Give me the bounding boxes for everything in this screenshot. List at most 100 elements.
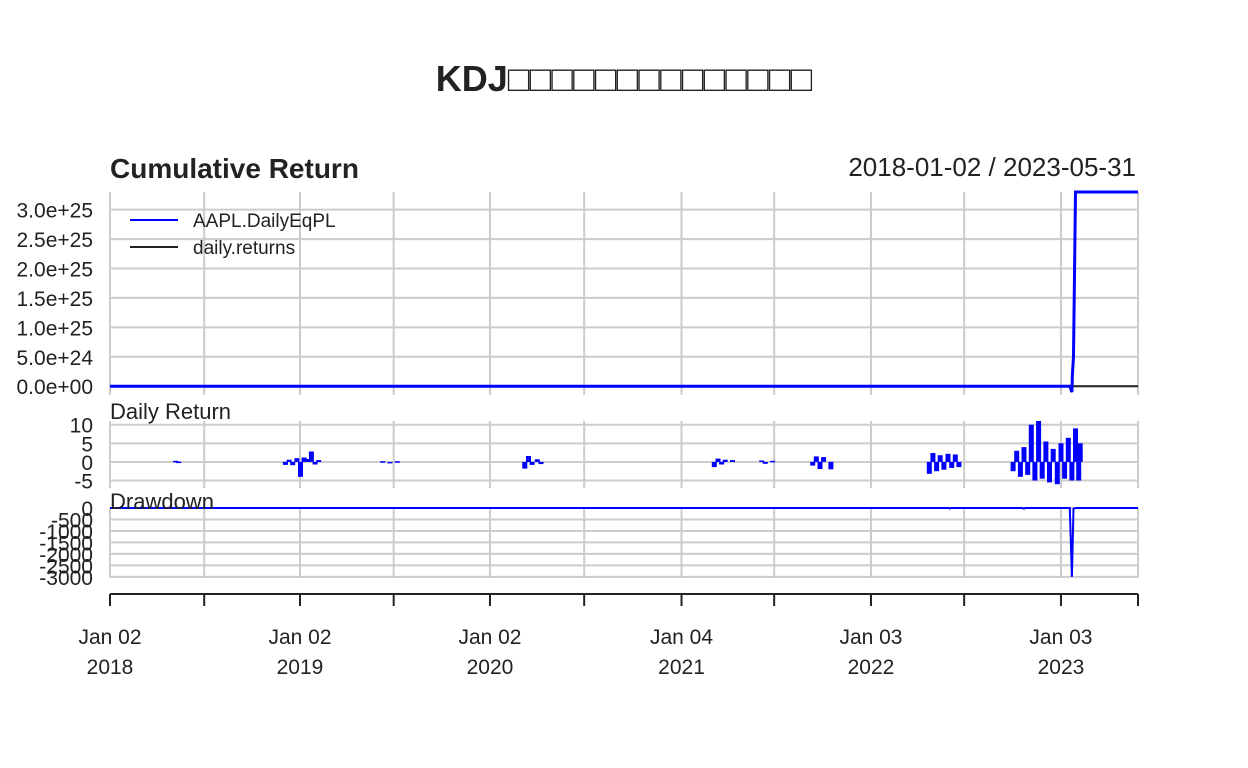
daily-return-bar xyxy=(286,459,292,462)
daily-return-bar xyxy=(534,459,540,462)
x-tick-year-label: 2021 xyxy=(658,656,705,679)
daily-return-bar xyxy=(1032,461,1038,481)
daily-return-bar xyxy=(952,454,958,462)
daily-return-bar xyxy=(821,457,827,462)
dd-y-tick-label: -2500 xyxy=(39,555,93,578)
daily-return-bar xyxy=(312,461,318,465)
cum-y-tick-label: 0.0e+00 xyxy=(17,376,94,399)
daily-return-bar xyxy=(817,461,823,469)
daily-return-bar xyxy=(394,461,400,463)
daily-return-bar xyxy=(828,461,834,470)
daily-return-bar xyxy=(176,461,182,464)
cum-y-tick-label: 2.0e+25 xyxy=(17,258,94,281)
daily-return-bar xyxy=(1047,461,1052,483)
dd-y-tick-label: -2000 xyxy=(39,544,93,567)
dr-y-tick-label: 0 xyxy=(81,452,93,475)
daily-return-bar xyxy=(1021,447,1027,462)
dr-y-tick-label: 10 xyxy=(70,415,93,438)
legend-label-daily-returns: daily.returns xyxy=(193,238,295,259)
daily-return-bar xyxy=(1069,461,1075,481)
x-tick-year-label: 2023 xyxy=(1038,656,1085,679)
daily-return-bar xyxy=(1077,443,1083,462)
daily-return-bar xyxy=(956,461,962,468)
x-tick-label: Jan 02 xyxy=(268,626,331,649)
x-tick-label: Jan 04 xyxy=(650,626,713,649)
daily-return-bar xyxy=(762,461,768,464)
daily-return-bar xyxy=(529,461,535,465)
daily-return-bar xyxy=(945,453,951,462)
dd-y-tick-label: 0 xyxy=(81,498,93,521)
daily-return-bar xyxy=(1043,441,1049,462)
drawdown-y-ticks: 0-500-1000-1500-2000-2500-3000 xyxy=(39,498,93,590)
cumulative-panel-title: Cumulative Return xyxy=(110,153,359,184)
chart-title: KDJ□□□□□□□□□□□□□□ xyxy=(436,58,813,99)
daily-return-bar xyxy=(282,461,288,465)
daily-return-bar xyxy=(711,461,717,468)
daily-return-panel-title: Daily Return xyxy=(110,399,231,424)
daily-return-bar xyxy=(1058,443,1064,462)
cum-y-tick-label: 5.0e+24 xyxy=(17,347,94,370)
legend: AAPL.DailyEqPL daily.returns xyxy=(130,211,336,259)
daily-return-bar xyxy=(937,455,943,462)
drawdown-panel-title: Drawdown xyxy=(110,489,214,514)
daily-return-bar xyxy=(387,461,393,464)
daily-return-bar xyxy=(941,461,947,470)
daily-return-bar xyxy=(526,456,531,462)
daily-return-bar xyxy=(930,453,936,462)
daily-return-bar xyxy=(308,451,314,462)
x-tick-year-label: 2019 xyxy=(277,656,324,679)
daily-return-bar xyxy=(934,461,940,472)
daily-return-bar xyxy=(813,456,819,462)
drawdown-gridlines xyxy=(109,507,1139,578)
daily-return-bar xyxy=(1014,450,1020,462)
daily-return-bar xyxy=(759,460,765,462)
drawdown-series xyxy=(110,507,1138,577)
daily-return-bar xyxy=(719,461,725,465)
dr-y-tick-label: -5 xyxy=(74,471,93,494)
daily-return-bar xyxy=(1010,461,1016,472)
daily-return-bar xyxy=(298,461,303,477)
daily-return-bar xyxy=(380,461,386,463)
cum-y-tick-label: 3.0e+25 xyxy=(17,200,94,223)
x-tick-label: Jan 02 xyxy=(458,626,521,649)
daily-return-bar xyxy=(1054,461,1060,485)
daily-return-bar xyxy=(301,457,307,462)
daily-return-bar xyxy=(722,459,728,462)
daily-return-bar xyxy=(730,460,735,462)
daily-return-bar xyxy=(1025,461,1031,475)
x-tick-label: Jan 03 xyxy=(1029,626,1092,649)
cumulative-y-ticks: 0.0e+00 5.0e+24 1.0e+25 1.5e+25 2.0e+25 2.5e+… xyxy=(17,200,94,400)
daily-return-bar xyxy=(538,461,544,465)
x-tick-year-label: 2020 xyxy=(467,656,514,679)
daily-return-bar xyxy=(770,460,776,463)
x-tick-label: Jan 02 xyxy=(78,626,141,649)
dd-y-tick-label: -1500 xyxy=(39,532,93,555)
dd-y-tick-label: -1000 xyxy=(39,521,93,544)
dr-y-tick-label: 5 xyxy=(81,433,93,456)
daily-return-bar xyxy=(316,460,322,462)
daily-return-bar xyxy=(926,461,932,474)
dd-y-tick-label: -500 xyxy=(51,509,93,532)
cum-y-tick-label: 2.5e+25 xyxy=(17,229,94,252)
daily-return-bar xyxy=(715,458,721,462)
daily-return-bar xyxy=(522,461,528,469)
daily-return-bar xyxy=(1062,461,1068,479)
daily-return-bar xyxy=(1039,461,1045,479)
daily-return-bar xyxy=(949,461,955,468)
daily-return-bars xyxy=(173,421,1083,485)
daily-return-bar xyxy=(1073,428,1078,462)
daily-return-bar xyxy=(1036,421,1042,462)
daily-return-bar xyxy=(1076,461,1082,481)
x-tick-year-label: 2018 xyxy=(87,656,134,679)
drawdown-line xyxy=(110,507,1138,577)
daily-return-bar xyxy=(1028,424,1034,462)
daily-return-bar xyxy=(173,460,179,463)
daily-return-bar xyxy=(1050,448,1056,462)
daily-return-bar xyxy=(810,461,816,466)
daily-return-bar xyxy=(294,458,300,462)
series-line-AAPL.DailyEqPL xyxy=(110,190,1138,393)
cum-y-tick-label: 1.0e+25 xyxy=(17,317,94,340)
dd-y-tick-label: -3000 xyxy=(39,567,93,590)
